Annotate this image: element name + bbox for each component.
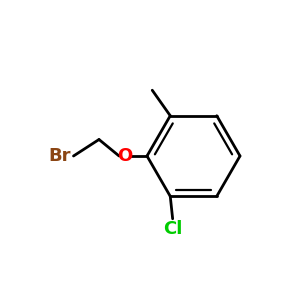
- Text: O: O: [117, 147, 132, 165]
- Text: Br: Br: [48, 147, 70, 165]
- Text: Cl: Cl: [163, 220, 182, 238]
